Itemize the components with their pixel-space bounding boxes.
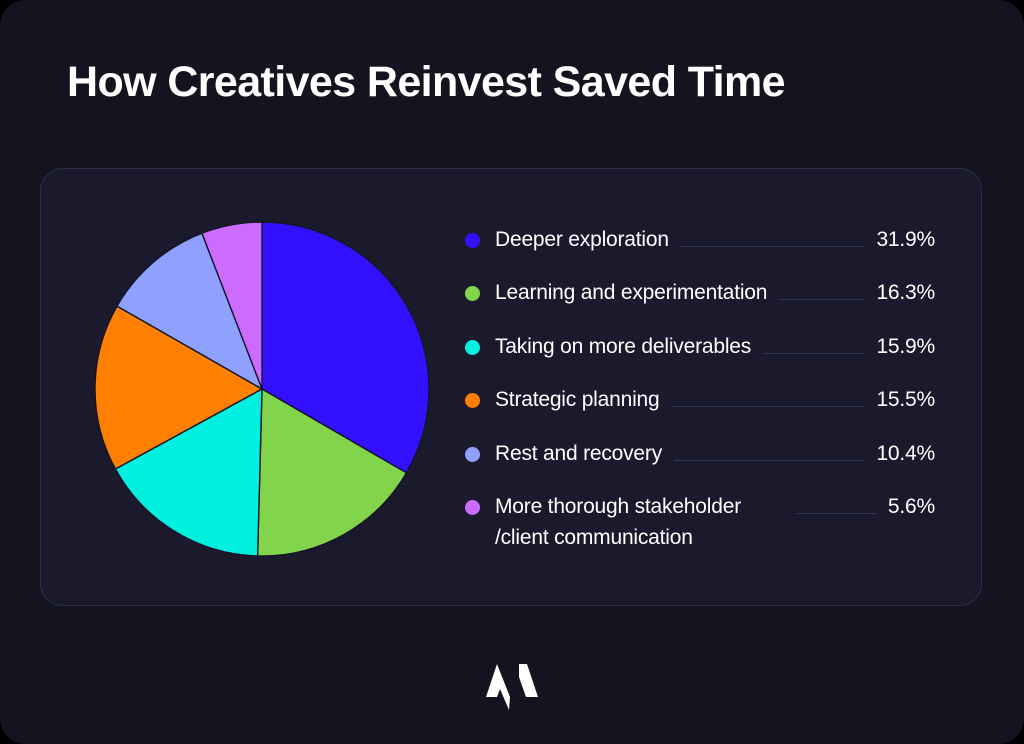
legend-item: Strategic planning 15.5% <box>465 384 935 437</box>
pie-slice <box>94 305 263 470</box>
pie-slice <box>256 388 408 557</box>
legend-value: 15.5% <box>876 388 935 412</box>
legend-label: Rest and recovery <box>495 441 663 465</box>
legend-item: Rest and recovery 10.4% <box>465 438 935 491</box>
legend-label: Taking on more deliverables <box>495 334 752 358</box>
legend-label: Learning and experimentation <box>495 281 768 305</box>
brand-m-logo-icon <box>486 664 538 710</box>
legend-label: Strategic planning <box>495 388 660 412</box>
pie-slice <box>261 221 430 474</box>
leader-line <box>680 246 865 247</box>
legend-item: Taking on more deliverables 15.9% <box>465 331 935 384</box>
legend-value: 16.3% <box>876 281 935 305</box>
chart-card: Deeper exploration 31.9% Learning and ex… <box>40 168 982 606</box>
leader-line <box>674 459 865 461</box>
legend-item: More thorough stakeholder /client commun… <box>465 491 935 561</box>
chart-legend: Deeper exploration 31.9% Learning and ex… <box>465 224 935 561</box>
leader-line <box>763 352 865 354</box>
pie-slice <box>116 232 263 390</box>
legend-value: 15.9% <box>876 334 935 358</box>
chart-title: How Creatives Reinvest Saved Time <box>67 58 786 106</box>
logo-left-shape <box>486 664 510 710</box>
legend-label: More thorough stakeholder /client commun… <box>495 494 741 549</box>
leader-line <box>779 299 865 301</box>
pie-slice <box>114 388 263 557</box>
legend-dot-icon <box>465 286 480 302</box>
pie-chart <box>94 221 430 557</box>
leader-line <box>797 512 876 514</box>
legend-value: 5.6% <box>887 494 935 518</box>
legend-item: Learning and experimentation 16.3% <box>465 277 935 330</box>
legend-dot-icon <box>465 233 480 248</box>
legend-dot-icon <box>465 339 480 355</box>
legend-dot-icon <box>465 499 480 515</box>
legend-dot-icon <box>465 446 480 462</box>
leader-line <box>671 406 865 408</box>
legend-item: Deeper exploration 31.9% <box>465 224 935 277</box>
legend-label: Deeper exploration <box>495 228 669 251</box>
legend-value: 31.9% <box>876 228 935 251</box>
legend-dot-icon <box>465 393 480 409</box>
logo-right-shape <box>519 664 538 697</box>
pie-slice <box>201 221 263 390</box>
legend-value: 10.4% <box>876 441 935 465</box>
